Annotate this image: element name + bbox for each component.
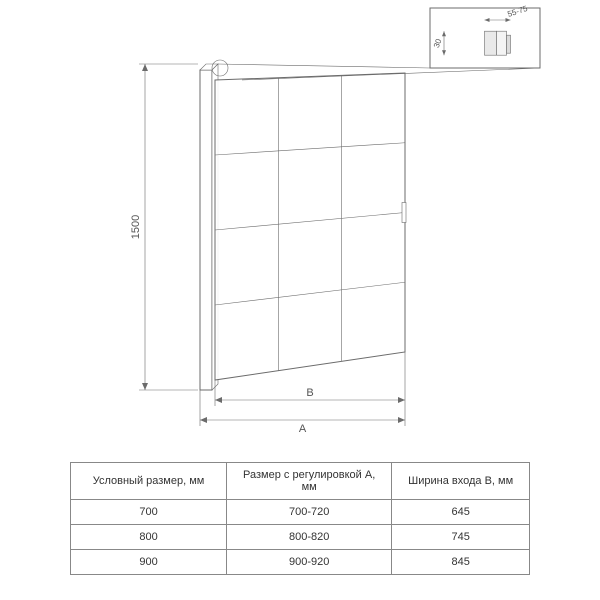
figure-canvas: 1500BA3055-75 Условный размер, ммРазмер …	[0, 0, 600, 600]
dim-height-label: 1500	[130, 215, 142, 239]
table-row: 900900-920845	[71, 550, 530, 575]
table-cell: 745	[392, 525, 530, 550]
table-header: Размер с регулировкой А, мм	[227, 463, 392, 500]
table-cell: 700-720	[227, 500, 392, 525]
dimensions-table: Условный размер, ммРазмер с регулировкой…	[70, 462, 530, 575]
dim-b-label: B	[306, 387, 313, 399]
table-row: 700700-720645	[71, 500, 530, 525]
dim-a-label: A	[299, 423, 307, 435]
table-cell: 700	[71, 500, 227, 525]
table-header: Условный размер, мм	[71, 463, 227, 500]
table-cell: 900	[71, 550, 227, 575]
table-cell: 800	[71, 525, 227, 550]
table-cell: 645	[392, 500, 530, 525]
table-header: Ширина входа В, мм	[392, 463, 530, 500]
table-row: 800800-820745	[71, 525, 530, 550]
table-cell: 800-820	[227, 525, 392, 550]
technical-drawing: 1500BA3055-75	[0, 0, 600, 460]
table-cell: 845	[392, 550, 530, 575]
table-cell: 900-920	[227, 550, 392, 575]
